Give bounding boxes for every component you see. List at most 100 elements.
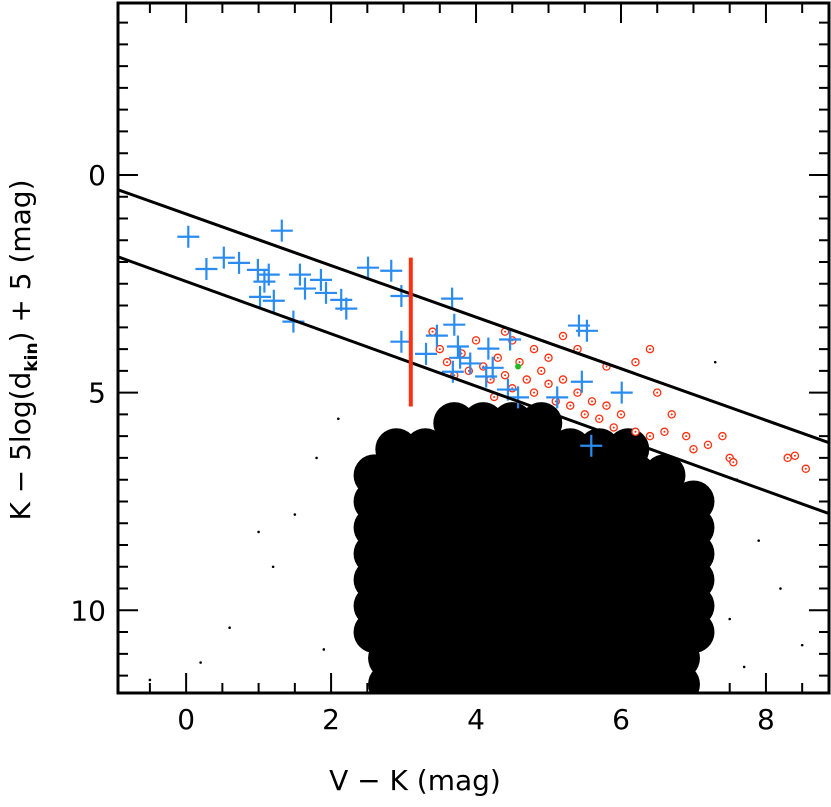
ring-center (706, 443, 709, 446)
dot-marker (322, 648, 326, 651)
ring-marker (544, 353, 553, 363)
dot-marker (677, 460, 681, 464)
x-tick-label: 6 (612, 703, 630, 736)
ring-marker (537, 366, 546, 376)
ring-marker (667, 410, 676, 419)
ring-marker (594, 414, 604, 423)
ring-marker (703, 440, 713, 450)
ring-marker (558, 375, 568, 384)
ring-center (533, 348, 536, 351)
ring-marker (493, 353, 503, 363)
y-tick-label: 0 (88, 159, 106, 192)
cross-marker (390, 284, 413, 307)
ring-center (525, 378, 528, 381)
dot-marker (199, 661, 202, 664)
cross-marker (499, 328, 522, 351)
ring-center (648, 435, 651, 438)
cross-marker (380, 259, 403, 282)
x-tick-label: 0 (177, 703, 195, 736)
ring-marker (660, 427, 669, 437)
dot-marker (742, 665, 746, 669)
ring-center (692, 448, 695, 451)
dot-marker (337, 417, 340, 421)
ring-marker (471, 336, 481, 345)
ring-center (569, 404, 572, 407)
ring-center (598, 417, 601, 420)
ring-center (489, 378, 492, 381)
ring-marker (544, 379, 553, 389)
cross-marker (293, 277, 316, 300)
y-label-subscript: kin (22, 342, 42, 371)
cross-marker (270, 219, 293, 242)
plot-area (118, 188, 829, 693)
ring-center (634, 361, 637, 364)
cross-marker (459, 352, 482, 375)
dot-marker (515, 363, 522, 370)
ring-center (583, 413, 586, 416)
ring-center (656, 391, 659, 394)
dot-marker (228, 626, 231, 630)
ring-marker (522, 375, 532, 384)
ring-center (670, 413, 673, 416)
cross-marker (309, 268, 332, 291)
ring-marker (652, 388, 662, 397)
cross-marker (575, 319, 598, 342)
ring-center (634, 430, 637, 433)
ring-center (721, 435, 724, 438)
ring-marker (729, 458, 738, 467)
ring-center (475, 339, 478, 342)
dot-marker (779, 587, 782, 590)
cross-marker (195, 257, 218, 280)
reference-line (118, 188, 829, 445)
ring-marker (609, 423, 618, 432)
cross-marker (546, 386, 569, 409)
ring-marker (681, 431, 691, 441)
y-tick-label: 5 (88, 377, 106, 410)
ring-center (540, 369, 543, 372)
x-tick-label: 8 (757, 703, 775, 736)
cross-marker (443, 313, 466, 336)
cross-marker (449, 346, 472, 369)
cross-marker (228, 251, 251, 274)
dot-marker (315, 456, 318, 460)
ring-center (605, 404, 608, 407)
dot-marker (757, 539, 760, 542)
cross-marker (177, 225, 200, 248)
ring-center (562, 378, 565, 381)
y-label-part: K − 5log(d (4, 372, 37, 521)
cross-marker (425, 324, 448, 347)
ring-center (804, 467, 807, 470)
cross-marker (415, 342, 438, 365)
dot-marker (713, 360, 717, 364)
ring-marker (508, 384, 517, 393)
ring-marker (442, 357, 452, 367)
ring-center (619, 413, 622, 416)
cross-marker (390, 330, 413, 353)
ring-marker (602, 401, 611, 410)
ring-center (518, 361, 521, 364)
ring-marker (573, 388, 582, 397)
cross-marker (246, 258, 269, 281)
ring-center (446, 361, 449, 364)
dot-marker (148, 678, 152, 682)
cross-marker (257, 263, 280, 286)
cross-marker (357, 256, 380, 279)
ring-marker (631, 357, 640, 367)
ring-center (533, 391, 536, 394)
ring-marker (790, 451, 800, 460)
cross-marker (262, 289, 285, 312)
dot-marker (257, 530, 260, 534)
cross-marker (288, 263, 311, 286)
cross-marker (481, 356, 504, 379)
y-label-part: ) + 5 (mag) (4, 179, 37, 342)
ring-marker (435, 344, 445, 354)
x-axis-label: V − K (mag) (329, 764, 501, 797)
ring-center (793, 454, 796, 457)
ring-marker (718, 431, 727, 441)
ring-marker (645, 431, 655, 441)
dot-marker (271, 565, 275, 569)
cross-marker (330, 288, 353, 311)
ring-marker (645, 344, 655, 354)
cross-marker (580, 434, 603, 457)
